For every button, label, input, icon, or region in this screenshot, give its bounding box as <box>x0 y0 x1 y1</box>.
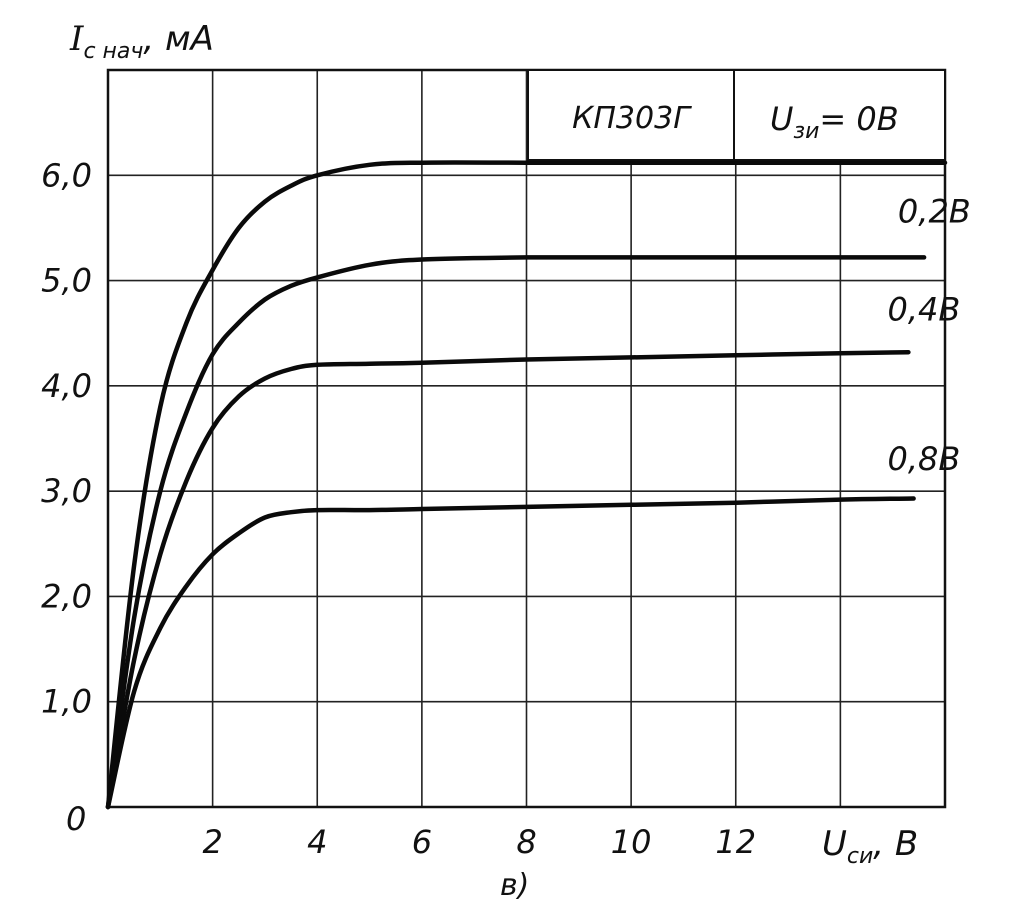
y-tick-label: 6,0 <box>41 156 92 194</box>
series-label-2: 0,2В <box>898 193 971 231</box>
y-tick-label: 4,0 <box>41 367 92 405</box>
series-label-4: 0,8В <box>887 440 960 478</box>
y-axis-label-main: I <box>69 19 84 59</box>
x-axis-label-sub: си <box>847 844 873 869</box>
y-tick-label: 2,0 <box>41 577 92 615</box>
series-line-2 <box>105 255 927 810</box>
x-axis-label-main: U <box>822 824 847 864</box>
series-line-1 <box>105 160 948 810</box>
title-box <box>527 69 735 161</box>
legend-title: Uзи= 0В <box>770 100 899 144</box>
y-axis-label-sub: с нач <box>83 39 143 64</box>
y-tick-label: 3,0 <box>41 472 92 510</box>
series-line-3 <box>105 349 911 810</box>
series-line-4 <box>105 496 916 810</box>
x-axis-label-unit: , В <box>873 824 918 864</box>
x-tick-label: 8 <box>516 823 536 861</box>
x-tick-label: 6 <box>412 823 432 861</box>
legend-title-sub: зи <box>793 119 819 144</box>
series-label-3: 0,4В <box>887 291 960 329</box>
x-axis-label: Uси, В <box>822 824 918 869</box>
legend-title-main: U <box>770 100 793 138</box>
figure-caption: в) <box>500 868 529 903</box>
x-tick-label: 2 <box>202 823 222 861</box>
plot-frame <box>106 68 947 809</box>
legend-title-unit: = 0В <box>819 100 898 138</box>
tick-labels: 2 4 6 8 10 12 1,0 2,0 3,0 4,0 5,0 6,0 <box>41 156 756 861</box>
y-tick-label: 5,0 <box>41 262 92 300</box>
y-axis-label: Iс нач, мА <box>69 19 214 64</box>
series-group <box>105 160 948 810</box>
x-tick-label: 4 <box>307 823 327 861</box>
x-tick-label: 12 <box>715 823 756 861</box>
series-labels: 0,2В 0,4В 0,8В <box>887 193 970 478</box>
origin-label: 0 <box>66 800 86 838</box>
x-tick-label: 10 <box>611 823 652 861</box>
y-tick-label: 1,0 <box>41 683 92 721</box>
chart-title: КП303Г <box>572 101 692 136</box>
y-axis-label-unit: , мА <box>143 19 214 59</box>
grid <box>108 70 945 807</box>
legend-title-box <box>733 69 946 161</box>
